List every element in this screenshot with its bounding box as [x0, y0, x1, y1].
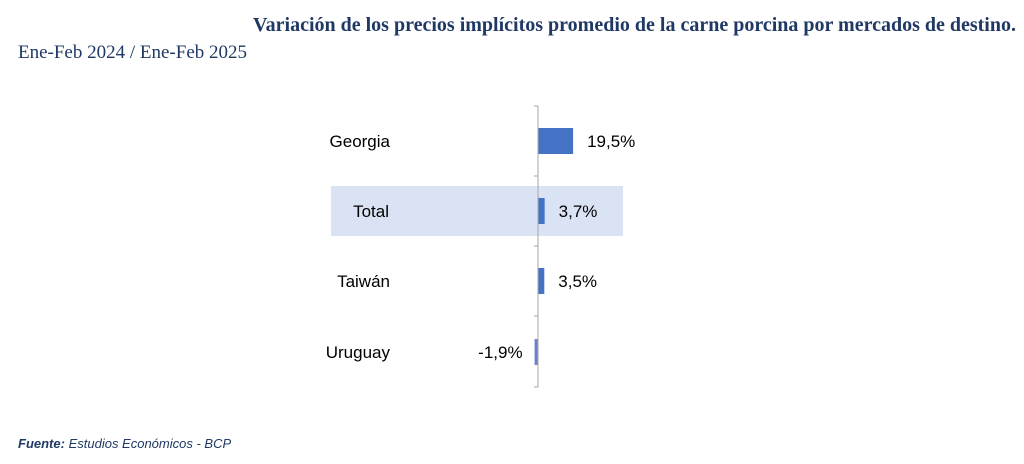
category-label: Total [353, 202, 389, 221]
source-note: Fuente: Estudios Económicos - BCP [18, 436, 231, 451]
bar-3 [534, 339, 538, 365]
value-label: 19,5% [587, 132, 635, 151]
chart-subtitle: Ene-Feb 2024 / Ene-Feb 2025 [18, 42, 248, 63]
highlight-band [331, 186, 623, 236]
value-label: 3,5% [558, 272, 597, 291]
bar-2 [538, 268, 545, 294]
source-label: Fuente: [18, 436, 65, 451]
category-label: Uruguay [326, 343, 391, 362]
value-label: -1,9% [478, 343, 522, 362]
value-label: 3,7% [559, 202, 598, 221]
chart-title: Variación de los precios implícitos prom… [253, 14, 1016, 36]
bar-0 [538, 128, 574, 154]
source-text: Estudios Económicos - BCP [68, 436, 232, 451]
category-label: Taiwán [337, 272, 390, 291]
bar-1 [538, 198, 545, 224]
category-label: Georgia [330, 132, 391, 151]
